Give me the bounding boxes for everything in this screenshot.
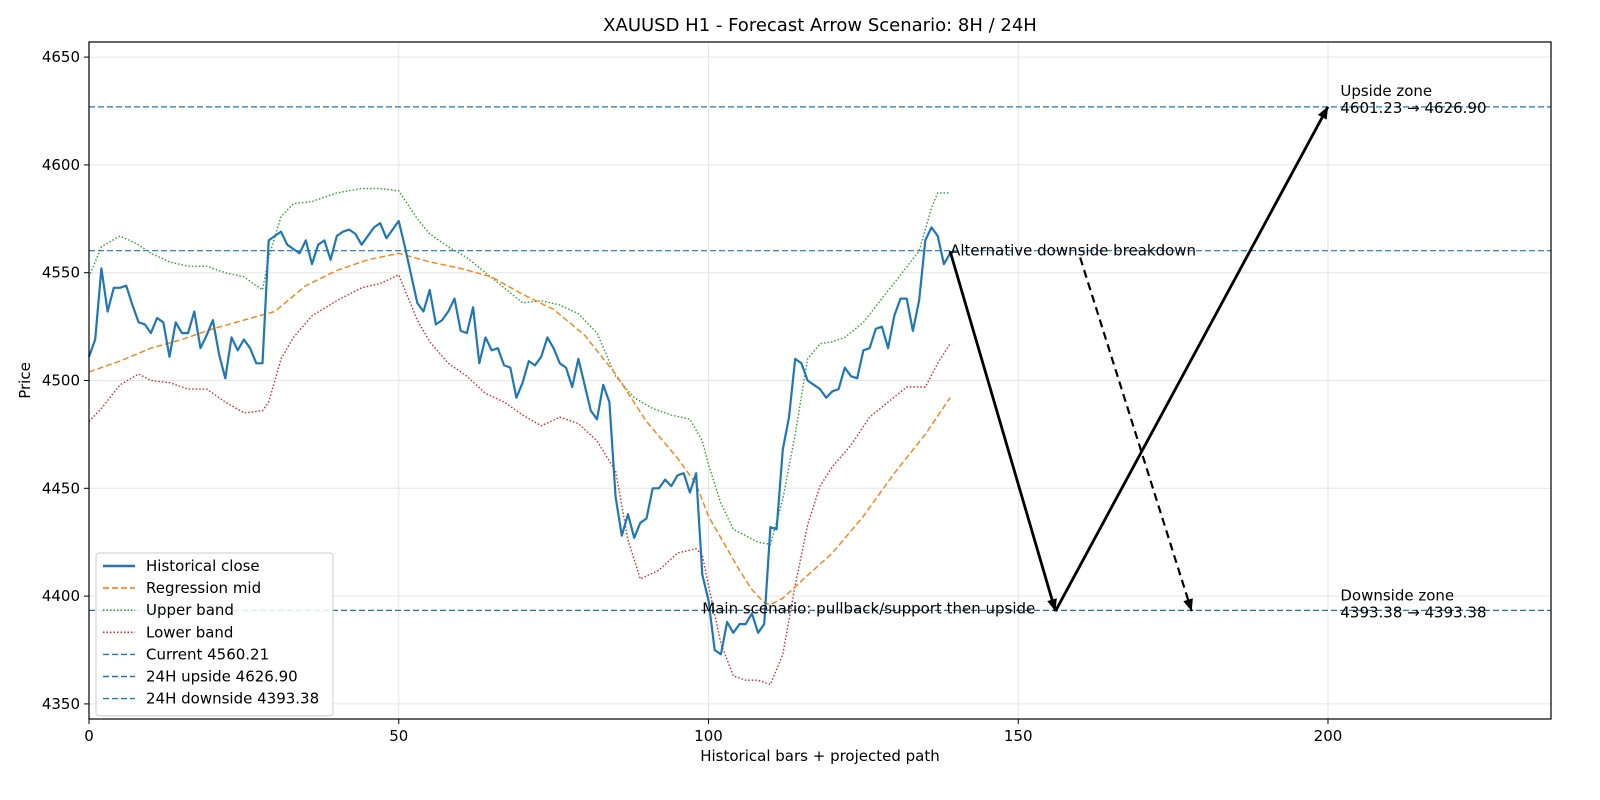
- legend-label: 24H upside 4626.90: [146, 668, 298, 686]
- series-line-upper-band: [88, 187, 951, 546]
- axis-ticks: 0 50 100 150 200 4350 4400 4450 4500 4550 4600 4650: [42, 48, 1342, 745]
- horizontal-lines: [89, 106, 1551, 611]
- annotations: Alternative downside breakdown Main scena…: [702, 82, 1486, 622]
- series-line-lower-band: [88, 274, 951, 686]
- series-line-regression-mid: [88, 252, 951, 606]
- x-tick-label: 50: [389, 727, 408, 745]
- legend: Historical close Regression mid Upper band…: [95, 552, 334, 717]
- zone-annotation-line: Downside zone: [1340, 586, 1454, 604]
- legend-label: Regression mid: [146, 579, 261, 597]
- forecast-arrows: [948, 106, 1330, 612]
- x-tick-label: 150: [1004, 727, 1033, 745]
- chart-title: XAUUSD H1 - Forecast Arrow Scenario: 8H …: [603, 15, 1037, 36]
- y-axis-label: Price: [16, 362, 34, 399]
- zone-annotation-line: 4393.38 → 4393.38: [1340, 603, 1486, 621]
- x-axis-label: Historical bars + projected path: [700, 747, 940, 765]
- series-layer: [87, 187, 952, 686]
- forecast-arrow: [1054, 106, 1330, 612]
- legend-label: Current 4560.21: [146, 645, 269, 663]
- y-tick-label: 4500: [42, 372, 80, 390]
- series-line-historical-close: [87, 219, 952, 656]
- x-tick-label: 100: [694, 727, 723, 745]
- zone-annotation-line: Upside zone: [1340, 82, 1432, 100]
- zone-annotation-line: 4601.23 → 4626.90: [1340, 99, 1486, 117]
- legend-label: 24H downside 4393.38: [146, 690, 319, 708]
- y-tick-label: 4650: [42, 48, 80, 66]
- arrow-head: [1317, 106, 1328, 120]
- annotation-text: Main scenario: pullback/support then ups…: [702, 599, 1035, 617]
- y-tick-label: 4400: [42, 587, 80, 605]
- legend-label: Historical close: [146, 557, 260, 575]
- forecast-arrow: [1079, 257, 1193, 612]
- y-tick-label: 4550: [42, 264, 80, 282]
- forecast-arrow: [948, 250, 1057, 612]
- x-tick-label: 0: [84, 727, 94, 745]
- y-tick-label: 4350: [42, 695, 80, 713]
- x-tick-label: 200: [1314, 727, 1343, 745]
- legend-box: [95, 552, 334, 717]
- annotation-text: Alternative downside breakdown: [950, 241, 1196, 259]
- y-tick-label: 4450: [42, 479, 80, 497]
- legend-label: Lower band: [146, 623, 233, 641]
- y-tick-label: 4600: [42, 156, 80, 174]
- legend-label: Upper band: [146, 601, 234, 619]
- arrow-head: [1183, 598, 1193, 612]
- arrow-head: [1047, 598, 1057, 612]
